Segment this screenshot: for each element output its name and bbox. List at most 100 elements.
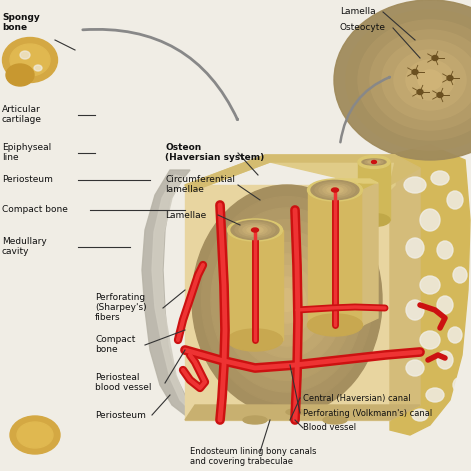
Ellipse shape: [448, 327, 462, 343]
Text: Articular: Articular: [2, 106, 41, 114]
Text: and covering trabeculae: and covering trabeculae: [190, 457, 293, 466]
Ellipse shape: [227, 219, 283, 241]
Ellipse shape: [230, 231, 344, 369]
Ellipse shape: [308, 314, 363, 336]
Text: Endosteum lining bony canals: Endosteum lining bony canals: [190, 447, 317, 456]
Polygon shape: [390, 168, 420, 420]
Ellipse shape: [406, 360, 424, 376]
Ellipse shape: [394, 50, 466, 110]
Polygon shape: [142, 170, 195, 415]
Ellipse shape: [420, 209, 440, 231]
Text: bone: bone: [95, 346, 118, 355]
Text: Periosteal: Periosteal: [95, 374, 139, 382]
Ellipse shape: [372, 161, 376, 163]
Ellipse shape: [227, 329, 283, 351]
Text: Compact bone: Compact bone: [2, 205, 68, 214]
Polygon shape: [185, 155, 420, 192]
Text: Spongy: Spongy: [2, 14, 40, 23]
Ellipse shape: [251, 228, 259, 232]
Ellipse shape: [202, 196, 373, 404]
Ellipse shape: [323, 185, 347, 195]
Text: Perforating (Volkmann's) canal: Perforating (Volkmann's) canal: [303, 408, 432, 417]
Polygon shape: [363, 183, 378, 325]
Ellipse shape: [437, 92, 443, 97]
Ellipse shape: [437, 241, 453, 259]
Text: Periosteum: Periosteum: [2, 176, 53, 185]
Ellipse shape: [418, 70, 442, 90]
Ellipse shape: [315, 182, 355, 198]
Ellipse shape: [332, 188, 339, 192]
Text: Blood vessel: Blood vessel: [303, 423, 356, 432]
Ellipse shape: [211, 208, 363, 392]
Polygon shape: [185, 405, 420, 420]
Ellipse shape: [2, 38, 57, 82]
Ellipse shape: [308, 179, 363, 201]
Bar: [358, 162, 390, 220]
Ellipse shape: [10, 416, 60, 454]
Bar: [308, 190, 363, 325]
Ellipse shape: [362, 159, 386, 165]
Ellipse shape: [311, 180, 359, 200]
Ellipse shape: [417, 89, 423, 95]
FancyArrowPatch shape: [83, 29, 237, 120]
Ellipse shape: [231, 220, 279, 240]
Ellipse shape: [420, 331, 440, 349]
Ellipse shape: [6, 64, 34, 86]
Ellipse shape: [437, 351, 453, 369]
Text: (Sharpey's): (Sharpey's): [95, 303, 146, 312]
Ellipse shape: [437, 296, 453, 314]
Text: (Haversian system): (Haversian system): [165, 154, 264, 162]
Text: cavity: cavity: [2, 247, 30, 257]
Ellipse shape: [249, 254, 325, 346]
Ellipse shape: [368, 161, 380, 163]
Ellipse shape: [247, 227, 263, 233]
Ellipse shape: [406, 300, 424, 320]
Text: Central (Haversian) canal: Central (Haversian) canal: [303, 393, 411, 403]
Text: cartilage: cartilage: [2, 115, 42, 124]
Ellipse shape: [406, 238, 424, 258]
Ellipse shape: [426, 388, 444, 402]
Text: Lamella: Lamella: [340, 8, 376, 16]
FancyArrowPatch shape: [341, 77, 390, 142]
Ellipse shape: [319, 184, 351, 196]
Ellipse shape: [331, 188, 339, 192]
Polygon shape: [390, 145, 470, 435]
Text: Epiphyseal: Epiphyseal: [2, 144, 51, 153]
Ellipse shape: [382, 40, 471, 120]
Ellipse shape: [277, 289, 297, 311]
Ellipse shape: [371, 161, 377, 163]
Text: bone: bone: [2, 24, 27, 32]
Ellipse shape: [358, 155, 390, 169]
Ellipse shape: [453, 267, 467, 283]
Ellipse shape: [192, 185, 382, 415]
Ellipse shape: [358, 213, 390, 227]
Ellipse shape: [447, 191, 463, 209]
Ellipse shape: [412, 409, 428, 421]
Ellipse shape: [346, 10, 471, 150]
Text: Compact: Compact: [95, 335, 135, 344]
Ellipse shape: [252, 228, 259, 232]
Text: line: line: [2, 154, 19, 162]
Text: Perforating: Perforating: [95, 293, 145, 302]
Ellipse shape: [447, 75, 453, 81]
Ellipse shape: [406, 60, 454, 100]
Ellipse shape: [268, 277, 306, 323]
Text: Lamellae: Lamellae: [165, 211, 206, 219]
Bar: [228, 230, 283, 340]
Polygon shape: [185, 155, 395, 192]
Ellipse shape: [286, 409, 304, 415]
Ellipse shape: [20, 51, 30, 59]
Ellipse shape: [239, 224, 271, 236]
Ellipse shape: [10, 44, 50, 76]
Ellipse shape: [17, 422, 53, 448]
Text: Periosteum: Periosteum: [95, 411, 146, 420]
Ellipse shape: [243, 225, 267, 235]
Polygon shape: [335, 179, 378, 183]
Ellipse shape: [358, 20, 471, 140]
Ellipse shape: [235, 222, 275, 238]
Ellipse shape: [34, 65, 42, 71]
Text: lamellae: lamellae: [165, 186, 204, 195]
Ellipse shape: [259, 266, 316, 334]
Ellipse shape: [412, 70, 418, 74]
Ellipse shape: [432, 56, 438, 60]
